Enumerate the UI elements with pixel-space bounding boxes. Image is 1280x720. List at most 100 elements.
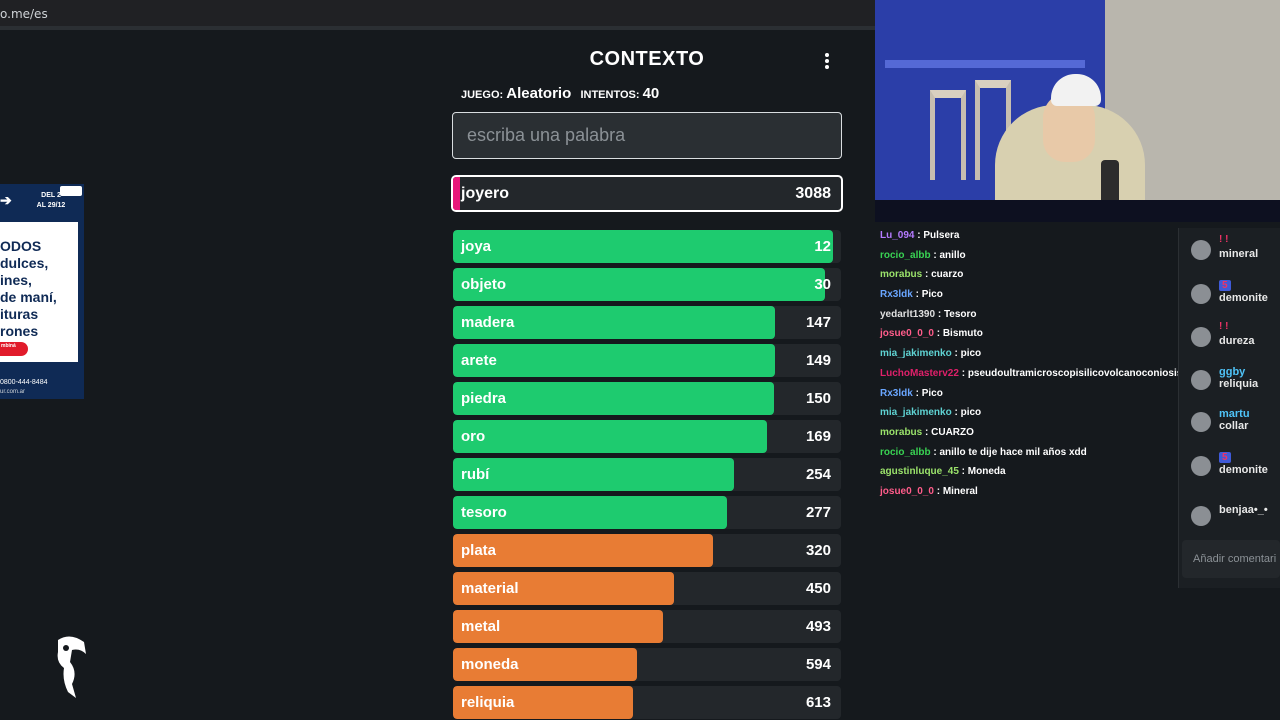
comment-text: collar [1219, 420, 1249, 432]
chat-separator: : [951, 407, 961, 419]
level-badge: 5 [1219, 452, 1231, 463]
chat-username[interactable]: morabus [880, 426, 923, 438]
chat-username[interactable]: mia_jakimenko [880, 407, 952, 419]
game-info: JUEGO: Aleatorio INTENTOS: 40 [461, 85, 659, 102]
chat-message: morabus : CUARZO [880, 425, 1190, 445]
similarity-bar [453, 572, 675, 605]
game-label: JUEGO: [461, 89, 504, 101]
chat-username[interactable]: agustinluque_45 [880, 466, 959, 478]
chat-message: josue0_0_0 : Bismuto [880, 326, 1190, 346]
chat-message: LuchoMasterv22 : pseudoultramicroscopisi… [880, 366, 1190, 386]
chat-username[interactable]: josue0_0_0 [880, 328, 934, 340]
guess-rank: 12 [814, 238, 831, 255]
chat-separator: : [930, 446, 940, 458]
chat-message: mia_jakimenko : pico [880, 405, 1190, 425]
chat-message: rocio_albb : anillo te dije hace mil año… [880, 445, 1190, 465]
last-guess-rank: 3088 [795, 185, 831, 202]
chat-username[interactable]: mia_jakimenko [880, 348, 952, 360]
chat-username[interactable]: Rx3ldk [880, 289, 913, 301]
ad-website: ur.com.ar [0, 389, 26, 395]
similarity-bar [453, 610, 663, 643]
guess-rank: 320 [805, 542, 831, 559]
chat-username[interactable]: rocio_albb [880, 249, 931, 261]
guess-word: piedra [461, 390, 507, 407]
chat-separator: : [914, 230, 924, 241]
guess-word: oro [461, 428, 486, 445]
similarity-bar [453, 648, 638, 681]
word-input[interactable] [452, 112, 842, 159]
chat-text: cuarzo [931, 269, 964, 281]
ad-choices-icon[interactable] [60, 186, 82, 196]
chat-text: Mineral [942, 485, 978, 497]
chat-text: Moneda [967, 466, 1006, 478]
comment-text: demonite [1219, 464, 1268, 476]
ad-dates-line: DEL 2 [41, 192, 61, 199]
arrow-icon: ➔ [0, 192, 12, 208]
guess-word: arete [461, 352, 497, 369]
guess-rank: 150 [805, 390, 831, 407]
guess-word: moneda [461, 656, 519, 673]
last-guess-indicator [453, 177, 460, 210]
guess-row: tesoro 277 [453, 496, 841, 529]
comment-username: martu [1219, 408, 1250, 420]
ad-line: dulces, [0, 255, 49, 271]
similarity-bar [453, 382, 775, 415]
similarity-bar [453, 686, 634, 719]
chat-message: yedarlt1390 : Tesoro [880, 307, 1190, 327]
guess-rank: 147 [805, 314, 831, 331]
chat-message: Rx3ldk : Pico [880, 287, 1190, 307]
guess-word: objeto [461, 276, 506, 293]
chat-separator: : [922, 269, 932, 281]
similarity-bar [453, 268, 826, 301]
chat-username[interactable]: morabus [880, 269, 923, 281]
similarity-bar [453, 230, 834, 263]
similarity-bar [453, 458, 735, 491]
chat-separator: : [912, 289, 922, 301]
guess-word: material [461, 580, 519, 597]
avatar [1191, 284, 1211, 304]
guess-rank: 169 [805, 428, 831, 445]
last-guess: joyero 3088 [451, 175, 843, 212]
level-badge: 5 [1219, 280, 1231, 291]
comment-text: demonite [1219, 292, 1268, 304]
guess-row: piedra 150 [453, 382, 841, 415]
attempts-label: INTENTOS: [580, 89, 640, 101]
kebab-menu-icon[interactable] [820, 52, 834, 72]
comment-badge: ! ! [1219, 321, 1229, 332]
chat-username[interactable]: rocio_albb [880, 446, 931, 458]
url-text[interactable]: o.me/es [0, 7, 48, 21]
similarity-bar [453, 534, 713, 567]
stream-chat: Lu_094 : Pulsera rocio_albb : anillo morab… [880, 228, 1190, 504]
guess-row: moneda 594 [453, 648, 841, 681]
browser-url-bar[interactable]: o.me/es [0, 0, 875, 30]
avatar [1191, 327, 1211, 347]
guess-row: material 450 [453, 572, 841, 605]
comment-text: reliquia [1219, 378, 1259, 390]
chat-username[interactable]: Lu_094 [880, 230, 915, 241]
advertisement[interactable]: ➔ DEL 2 AL 29/12 ODOS dulces, ines, de maní… [0, 184, 84, 399]
chat-username[interactable]: josue0_0_0 [880, 485, 934, 497]
last-guess-word: joyero [461, 185, 510, 202]
cam-shelf [885, 60, 1085, 68]
add-comment-input[interactable]: Añadir comentari [1182, 540, 1280, 578]
guess-word: madera [461, 314, 515, 331]
chat-username[interactable]: Rx3ldk [880, 387, 913, 399]
ad-body: ODOS dulces, ines, de maní, ituras rones mbin… [0, 222, 78, 362]
chat-text: pico [960, 407, 982, 419]
chat-username[interactable]: yedarlt1390 [880, 308, 936, 320]
comments-panel: ! ! mineral 5 demonite! ! dureza ggby reliquia… [1178, 228, 1280, 588]
chat-message: morabus : cuarzo [880, 267, 1190, 287]
chat-message: mia_jakimenko : pico [880, 346, 1190, 366]
avatar [1191, 456, 1211, 476]
chat-message: Lu_094 : Pulsera [880, 228, 1190, 248]
guess-row: arete 149 [453, 344, 841, 377]
ad-dates: DEL 2 AL 29/12 [30, 191, 72, 211]
guess-rank: 277 [805, 504, 831, 521]
webcam-overlay [875, 0, 1280, 222]
chat-username[interactable]: LuchoMasterv22 [880, 367, 959, 379]
guess-word: joya [461, 238, 492, 255]
guess-rank: 149 [805, 352, 831, 369]
similarity-bar [453, 344, 775, 377]
chat-message: Rx3ldk : Pico [880, 386, 1190, 406]
